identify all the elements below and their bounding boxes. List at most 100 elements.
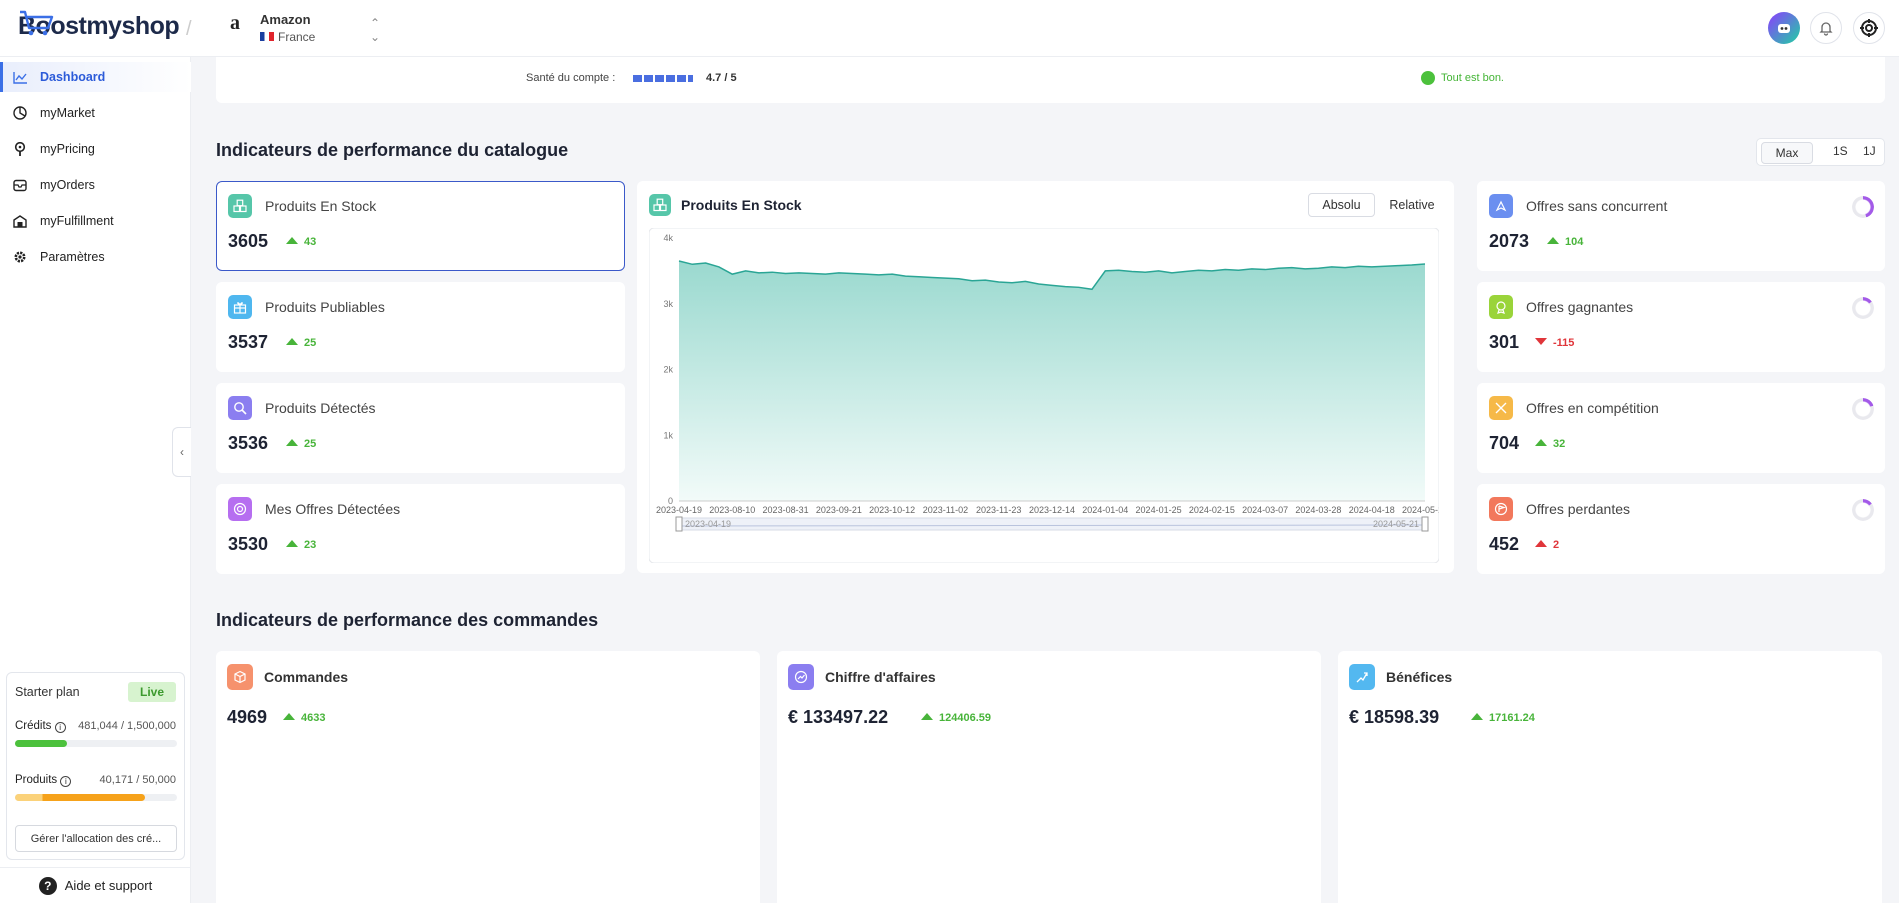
stock-line [678, 260, 1426, 291]
order-card-2[interactable]: 1k1.5k2k2.5k2035.172392.391657.271367.27… [1338, 651, 1882, 903]
relative-toggle[interactable]: Relative [1389, 198, 1435, 212]
offer-card-1[interactable]: Offres gagnantes 301 -115 [1477, 282, 1885, 372]
kpi-card-0[interactable]: Produits En Stock 3605 43 [216, 181, 625, 271]
sidebar-item-parametres[interactable]: Paramètres [0, 242, 191, 272]
manage-allocation-button[interactable]: Gérer l'allocation des cré... [15, 825, 177, 852]
order-card-0[interactable]: 200300400500 Commandes 4969 4633 [216, 651, 760, 903]
cart-icon [20, 10, 54, 36]
divider: / [186, 18, 192, 40]
kpi-delta: 43 [286, 236, 316, 248]
order-kpi-delta: 17161.24 [1471, 712, 1535, 724]
offer-card-3[interactable]: Offres perdantes 452 2 [1477, 484, 1885, 574]
amazon-logo-icon: a [230, 12, 240, 34]
sidebar-item-mypricing[interactable]: myPricing [0, 134, 191, 164]
health-meter [633, 75, 693, 82]
help-label: Aide et support [64, 878, 153, 893]
price-tag-icon [12, 141, 28, 157]
share-ring-icon [1852, 297, 1874, 319]
absolute-toggle[interactable]: Absolu [1308, 193, 1375, 217]
offer-delta: 2 [1535, 539, 1559, 551]
offer-card-0[interactable]: Offres sans concurrent 2073 104 [1477, 181, 1885, 271]
sidebar-item-mymarket[interactable]: myMarket [0, 98, 191, 128]
kpi-card-2[interactable]: Produits Détectés 3536 25 [216, 383, 625, 473]
offer-value: 452 [1489, 534, 1520, 554]
info-icon[interactable]: i [60, 776, 72, 787]
notifications-button[interactable] [1810, 12, 1842, 44]
arrow-up-icon [286, 237, 298, 244]
credits-label: Crédits i [15, 720, 66, 733]
arrow-up-icon [1547, 237, 1559, 244]
x-tick-label: 2023-04-19 [656, 505, 702, 515]
kpi-card-1[interactable]: Produits Publiables 3537 25 [216, 282, 625, 372]
globe-icon [12, 105, 28, 121]
health-value: 4.7 / 5 [706, 72, 737, 84]
offer-title: Offres sans concurrent [1526, 198, 1668, 214]
offer-value: 2073 [1489, 231, 1530, 251]
catalog-section-title: Indicateurs de performance du catalogue [216, 140, 569, 160]
health-label: Santé du compte : [526, 72, 616, 84]
box-icon [12, 177, 28, 193]
kpi-card-3[interactable]: Mes Offres Détectées 3530 23 [216, 484, 625, 574]
sidebar-item-label: myMarket [40, 106, 95, 120]
order-kpi-value: € 18598.39 [1349, 707, 1440, 727]
x-tick-label: 2023-09-21 [816, 505, 862, 515]
account-health-bar: Santé du compte : 4.7 / 5 Tout est bon. [216, 57, 1885, 103]
kpi-value: 3605 [228, 231, 269, 251]
stock-chart-card: Produits En Stock Absolu Relative 0 1k 2k 3… [637, 181, 1454, 573]
arrow-up-icon [921, 713, 933, 720]
stock-area-chart[interactable]: 0 1k 2k 3k 4k 2023-04-19 2023-08-10 2023-08-31 2… [649, 228, 1439, 563]
order-card-1[interactable]: 10k15k12348.0911542.289464.1711352.14132… [777, 651, 1321, 903]
offer-value: 301 [1489, 332, 1520, 352]
plan-panel: Starter plan Live Crédits i 481,044 / 1,… [6, 672, 185, 860]
boxes-icon [228, 194, 252, 218]
sidebar-collapse-button[interactable]: ‹ [172, 427, 191, 477]
range-1s-button[interactable]: 1S [1833, 144, 1848, 158]
credits-progress-bar [15, 740, 177, 747]
rocket-icon [1489, 194, 1513, 218]
x-tick-label: 2024-01-25 [1136, 505, 1182, 515]
kpi-value: 3537 [228, 332, 269, 352]
y-tick-label: 1k [663, 430, 673, 440]
sidebar-item-myfulfillment[interactable]: myFulfillment [0, 206, 191, 236]
offer-card-2[interactable]: Offres en compétition 704 32 [1477, 383, 1885, 473]
x-tick-label: 2023-11-23 [976, 505, 1021, 515]
range-1j-button[interactable]: 1J [1863, 144, 1876, 158]
plan-name: Starter plan [15, 685, 80, 699]
sidebar-item-dashboard[interactable]: Dashboard [0, 62, 191, 92]
arrow-up-icon [1535, 540, 1547, 547]
order-chart-2[interactable] [1338, 733, 1882, 903]
range-end-label: 2024-05-21 [1373, 519, 1419, 529]
help-support-link[interactable]: ? Aide et support [0, 867, 191, 903]
share-ring-icon [1852, 499, 1874, 521]
user-avatar[interactable] [1768, 12, 1800, 44]
medal-icon [1489, 295, 1513, 319]
order-kpi-value: 4969 [227, 707, 268, 727]
x-tick-label: 2024-03-28 [1295, 505, 1341, 515]
sidebar-item-myorders[interactable]: myOrders [0, 170, 191, 200]
range-max-button[interactable]: Max [1761, 142, 1813, 164]
chart-title: Produits En Stock [681, 197, 802, 213]
offer-title: Offres perdantes [1526, 501, 1631, 517]
arrow-up-icon [1535, 439, 1547, 446]
x-tick-label: 2024-01-04 [1082, 505, 1128, 515]
kpi-title: Mes Offres Détectées [265, 501, 401, 517]
help-center-button[interactable] [1853, 12, 1885, 44]
order-kpi-title: Chiffre d'affaires [825, 669, 936, 685]
order-chart-0[interactable] [216, 733, 760, 903]
range-handle-end [1421, 516, 1429, 532]
info-icon[interactable]: i [54, 722, 66, 733]
y-tick-label: 3k [663, 299, 673, 309]
flag-icon [1489, 497, 1513, 521]
range-selector: Max 1S 1J [1756, 138, 1885, 166]
arrow-down-icon [1535, 338, 1547, 345]
orders-section-title: Indicateurs de performance des commandes [216, 610, 599, 630]
brand-logo[interactable]: Boostmyshop [18, 10, 180, 41]
credits-value: 481,044 / 1,500,000 [78, 720, 176, 732]
arrow-up-icon [286, 338, 298, 345]
question-icon: ? [38, 876, 57, 895]
offer-title: Offres gagnantes [1526, 299, 1634, 315]
offer-delta: 32 [1535, 438, 1565, 450]
order-chart-1[interactable] [777, 733, 1321, 903]
gear-icon [12, 249, 28, 265]
x-tick-label: 2023-08-31 [763, 505, 809, 515]
